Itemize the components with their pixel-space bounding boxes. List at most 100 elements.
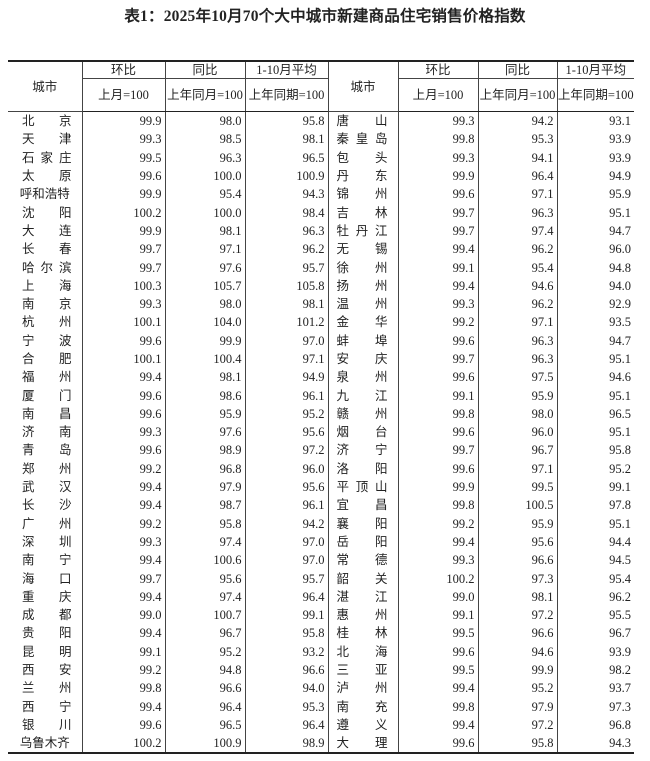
- avg-value: 96.2: [244, 240, 329, 259]
- mom-value: 99.3: [81, 130, 166, 149]
- city-name: 大理: [327, 734, 399, 754]
- yoy-value: 99.9: [477, 660, 558, 680]
- avg-value: 93.9: [556, 642, 634, 661]
- yoy-value: 94.1: [477, 148, 558, 167]
- table-row: 大连 99.9 98.1 96.3 牡丹江 99.7 97.4 94.7: [8, 221, 634, 241]
- avg-value: 97.0: [244, 532, 329, 552]
- avg-value: 94.0: [556, 276, 634, 295]
- mom-value: 99.7: [81, 258, 166, 277]
- yoy-value: 96.0: [477, 423, 558, 442]
- yoy-value: 96.6: [164, 679, 246, 698]
- avg-value: 93.9: [556, 148, 634, 167]
- yoy-value: 96.7: [477, 441, 558, 460]
- mom-value: 99.6: [397, 423, 479, 442]
- mom-value: 99.0: [397, 587, 479, 607]
- yoy-value: 100.0: [164, 166, 246, 186]
- avg-value: 93.5: [556, 313, 634, 332]
- mom-value: 99.3: [81, 294, 166, 314]
- city-name: 深圳: [8, 532, 83, 552]
- avg-value: 97.3: [556, 697, 634, 716]
- city-name: 吉林: [327, 203, 399, 222]
- city-name: 天津: [8, 130, 83, 149]
- city-name: 北海: [327, 642, 399, 661]
- city-name: 济南: [8, 423, 83, 442]
- price-index-table: 城市 环比 同比 1-10月平均 城市 环比 同比 1-10月平均 上月=100…: [8, 60, 634, 755]
- city-name: 泸州: [327, 679, 399, 698]
- mom-value: 99.7: [397, 221, 479, 241]
- city-name: 厦门: [8, 386, 83, 405]
- header-mom: 环比: [397, 61, 479, 79]
- city-name: 呼和浩特: [8, 185, 83, 204]
- mom-value: 99.5: [81, 148, 166, 167]
- mom-value: 100.3: [81, 276, 166, 295]
- yoy-value: 95.6: [477, 532, 558, 552]
- city-name: 南宁: [8, 551, 83, 570]
- avg-value: 92.9: [556, 294, 634, 314]
- yoy-value: 95.9: [164, 404, 246, 424]
- mom-value: 99.1: [397, 258, 479, 277]
- avg-value: 96.2: [556, 587, 634, 607]
- mom-value: 99.4: [397, 276, 479, 295]
- avg-value: 96.5: [244, 148, 329, 167]
- avg-value: 95.8: [244, 111, 329, 131]
- table-row: 合肥 100.1 100.4 97.1 安庆 99.7 96.3 95.1: [8, 349, 634, 369]
- mom-value: 99.6: [81, 404, 166, 424]
- city-name: 济宁: [327, 441, 399, 460]
- yoy-value: 99.9: [164, 331, 246, 350]
- mom-value: 99.2: [81, 459, 166, 478]
- table-row: 西宁 99.4 96.4 95.3 南充 99.8 97.9 97.3: [8, 697, 634, 716]
- table-row: 银川 99.6 96.5 96.4 遵义 99.4 97.2 96.8: [8, 715, 634, 735]
- mom-value: 99.6: [81, 386, 166, 405]
- avg-value: 93.7: [556, 679, 634, 698]
- yoy-value: 98.0: [164, 111, 246, 131]
- avg-value: 99.1: [244, 606, 329, 625]
- city-name: 南昌: [8, 404, 83, 424]
- yoy-value: 96.2: [477, 240, 558, 259]
- city-name: 岳阳: [327, 532, 399, 552]
- avg-value: 96.4: [244, 715, 329, 735]
- header-avg: 1-10月平均: [244, 61, 329, 79]
- avg-value: 96.8: [556, 715, 634, 735]
- yoy-value: 95.2: [477, 679, 558, 698]
- avg-value: 95.2: [244, 404, 329, 424]
- avg-value: 94.4: [556, 532, 634, 552]
- mom-value: 100.1: [81, 313, 166, 332]
- mom-value: 99.9: [397, 477, 479, 497]
- yoy-value: 94.6: [477, 276, 558, 295]
- avg-value: 98.9: [244, 734, 329, 754]
- city-name: 杭州: [8, 313, 83, 332]
- avg-value: 95.1: [556, 203, 634, 222]
- yoy-value: 105.7: [164, 276, 246, 295]
- city-name: 乌鲁木齐: [8, 734, 83, 754]
- city-name: 昆明: [8, 642, 83, 661]
- yoy-value: 98.0: [477, 404, 558, 424]
- header-avg-base: 上年同期=100: [556, 78, 634, 112]
- yoy-value: 96.4: [164, 697, 246, 716]
- table-row: 呼和浩特 99.9 95.4 94.3 锦州 99.6 97.1 95.9: [8, 185, 634, 204]
- avg-value: 96.6: [244, 660, 329, 680]
- avg-value: 95.8: [244, 624, 329, 643]
- yoy-value: 97.6: [164, 423, 246, 442]
- city-name: 唐山: [327, 111, 399, 131]
- avg-value: 97.0: [244, 331, 329, 350]
- table-row: 成都 99.0 100.7 99.1 惠州 99.1 97.2 95.5: [8, 606, 634, 625]
- mom-value: 99.4: [81, 368, 166, 387]
- avg-value: 95.6: [244, 423, 329, 442]
- avg-value: 97.2: [244, 441, 329, 460]
- mom-value: 99.8: [397, 697, 479, 716]
- avg-value: 95.2: [556, 459, 634, 478]
- mom-value: 99.4: [81, 496, 166, 515]
- avg-value: 105.8: [244, 276, 329, 295]
- city-name: 太原: [8, 166, 83, 186]
- mom-value: 99.7: [397, 441, 479, 460]
- city-name: 锦州: [327, 185, 399, 204]
- table-row: 武汉 99.4 97.9 95.6 平顶山 99.9 99.5 99.1: [8, 477, 634, 497]
- yoy-value: 97.1: [477, 459, 558, 478]
- table-row: 杭州 100.1 104.0 101.2 金华 99.2 97.1 93.5: [8, 313, 634, 332]
- avg-value: 96.4: [244, 587, 329, 607]
- city-name: 西安: [8, 660, 83, 680]
- yoy-value: 98.9: [164, 441, 246, 460]
- city-name: 长沙: [8, 496, 83, 515]
- header-mom-base: 上月=100: [82, 78, 166, 112]
- city-name: 温州: [327, 294, 399, 314]
